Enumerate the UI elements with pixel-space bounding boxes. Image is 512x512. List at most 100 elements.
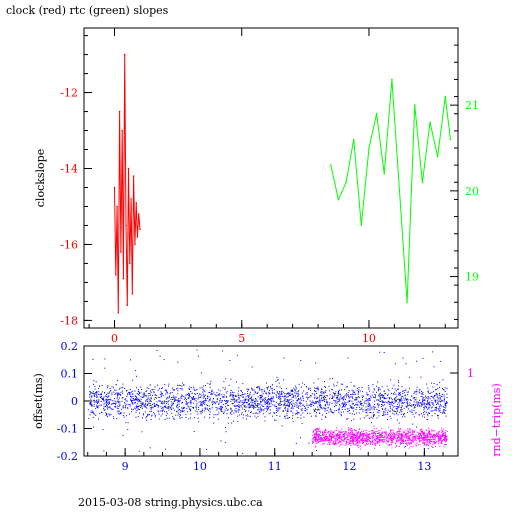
rnd-trip-point: [426, 437, 428, 438]
offset-point: [333, 412, 335, 414]
offset-point: [244, 409, 246, 410]
offset-point: [352, 391, 354, 393]
offset-point: [259, 395, 261, 397]
offset-point: [276, 407, 278, 409]
offset-point: [247, 415, 249, 417]
offset-point: [239, 405, 241, 407]
offset-point: [131, 397, 133, 399]
offset-point: [106, 402, 108, 404]
offset-point: [249, 395, 251, 397]
rnd-trip-point: [363, 435, 364, 437]
offset-point: [326, 395, 328, 397]
rnd-trip-point: [339, 433, 341, 435]
offset-point: [99, 385, 100, 387]
offset-point: [270, 386, 271, 388]
rnd-trip-point: [404, 433, 406, 435]
offset-point: [334, 410, 336, 412]
offset-point: [165, 390, 167, 392]
offset-point: [248, 404, 250, 406]
offset-point: [267, 402, 269, 404]
offset-point: [253, 399, 255, 401]
offset-point: [369, 406, 371, 408]
offset-point: [401, 409, 403, 410]
offset-point: [405, 446, 406, 447]
offset-point: [93, 426, 94, 428]
offset-point: [313, 410, 315, 412]
offset-point: [266, 403, 267, 404]
offset-point: [242, 396, 244, 398]
offset-point: [345, 405, 347, 407]
offset-point: [248, 398, 250, 400]
offset-point: [408, 408, 409, 410]
offset-point: [204, 401, 206, 403]
offset-point: [99, 394, 101, 396]
rnd-trip-point: [439, 438, 441, 440]
offset-point: [232, 398, 234, 400]
offset-point: [326, 410, 328, 411]
rnd-trip-point: [322, 440, 323, 442]
offset-point: [344, 406, 346, 408]
offset-point: [272, 396, 274, 398]
offset-point: [339, 389, 340, 391]
offset-point: [161, 402, 163, 404]
offset-point: [335, 409, 337, 411]
offset-point: [165, 415, 167, 417]
offset-point: [420, 413, 422, 415]
rnd-trip-point: [445, 429, 447, 431]
offset-point: [292, 400, 294, 402]
offset-point: [295, 413, 297, 414]
rnd-trip-point: [438, 439, 440, 441]
rnd-trip-point: [331, 439, 333, 441]
rnd-trip-point: [319, 439, 321, 440]
offset-point: [204, 407, 206, 409]
rnd-trip-point: [433, 443, 435, 445]
rnd-trip-point: [377, 438, 379, 440]
rnd-trip-point: [366, 444, 368, 445]
rnd-trip-point: [402, 432, 404, 434]
offset-point: [256, 403, 258, 405]
offset-point: [173, 389, 175, 391]
offset-point: [253, 405, 255, 407]
offset-point: [370, 396, 372, 398]
offset-point: [436, 384, 438, 386]
offset-point: [164, 389, 166, 391]
rnd-trip-point: [378, 441, 380, 443]
offset-point: [201, 405, 203, 407]
offset-point: [409, 399, 411, 401]
offset-point: [246, 401, 248, 403]
offset-point: [206, 449, 208, 450]
offset-point: [393, 403, 395, 405]
offset-point: [108, 402, 110, 404]
offset-point: [387, 388, 389, 390]
offset-point: [90, 404, 92, 406]
offset-point: [222, 350, 224, 352]
offset-point: [335, 400, 337, 402]
offset-point: [366, 392, 368, 394]
offset-point: [273, 412, 275, 414]
offset-point: [376, 408, 378, 410]
offset-point: [186, 403, 188, 405]
offset-point: [166, 391, 168, 393]
rnd-trip-point: [407, 438, 409, 440]
rnd-trip-point: [385, 434, 387, 436]
rnd-trip-point: [320, 439, 322, 441]
offset-point: [99, 404, 101, 406]
offset-point: [446, 401, 448, 403]
offset-point: [337, 393, 339, 395]
offset-point: [439, 397, 441, 399]
rnd-trip-point: [352, 439, 354, 441]
rnd-trip-point: [404, 434, 406, 436]
offset-point: [176, 388, 177, 390]
offset-point: [138, 392, 140, 393]
offset-point: [226, 401, 228, 403]
offset-point: [146, 387, 148, 389]
rnd-trip-point: [366, 436, 368, 438]
offset-point: [132, 393, 134, 395]
rnd-trip-point: [350, 440, 352, 442]
offset-point: [378, 388, 379, 390]
offset-point: [253, 393, 255, 395]
offset-point: [248, 389, 250, 391]
rnd-trip-point: [359, 445, 361, 447]
offset-point: [161, 393, 163, 395]
offset-point: [106, 399, 108, 401]
